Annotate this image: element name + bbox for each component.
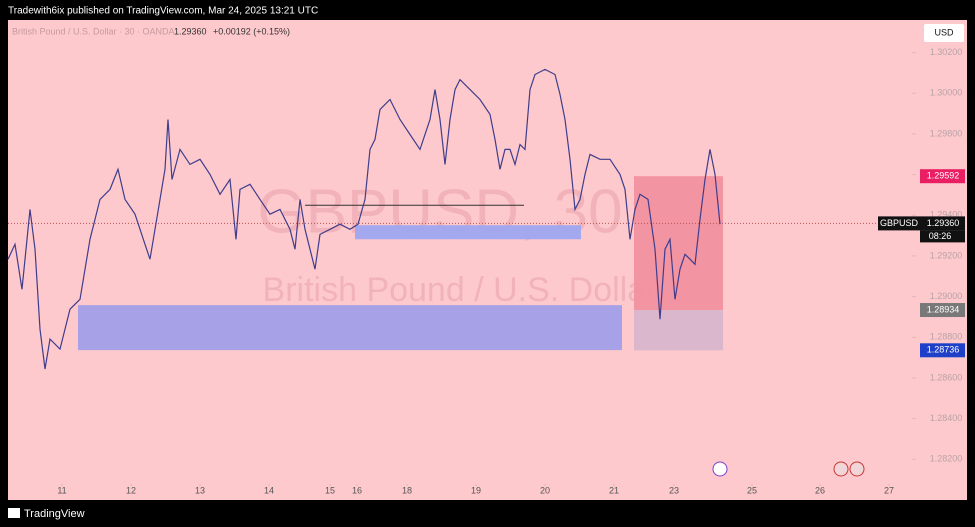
brand-logo — [8, 508, 20, 518]
event-icon[interactable] — [833, 461, 849, 477]
y-tick-label: 1.29200 — [930, 250, 963, 260]
x-tick-label: 23 — [669, 485, 679, 495]
y-tick-label: 1.29800 — [930, 128, 963, 138]
y-tick-label: 1.28800 — [930, 332, 963, 342]
price-label-box — [920, 169, 965, 184]
x-tick-label: 16 — [352, 485, 362, 495]
y-tick-label: 1.29400 — [930, 210, 963, 220]
event-icons — [712, 461, 865, 477]
price-label: 1.29592 — [927, 171, 960, 181]
x-tick-label: 25 — [747, 485, 757, 495]
legend-change: +0.00192 (+0.15%) — [213, 26, 290, 36]
y-tick-label: 1.30000 — [930, 88, 963, 98]
zone — [355, 225, 581, 240]
price-label-box — [920, 216, 965, 231]
event-icon[interactable] — [849, 461, 865, 477]
y-tick-label: 1.28200 — [930, 454, 963, 464]
price-label: 1.28736 — [927, 345, 960, 355]
x-tick-label: 27 — [884, 485, 894, 495]
price-label-box — [920, 303, 965, 318]
symbol-box — [878, 216, 920, 231]
footer-brand: TradingView — [24, 508, 85, 520]
zone — [634, 176, 723, 311]
legend-price: 1.29360 — [174, 26, 207, 36]
x-tick-label: 13 — [195, 485, 205, 495]
currency[interactable]: USD — [934, 27, 954, 37]
y-tick-label: 1.29000 — [930, 291, 963, 301]
x-tick-label: 26 — [815, 485, 825, 495]
price-label-box — [920, 343, 965, 358]
x-tick-label: 18 — [402, 485, 412, 495]
x-tick-label: 21 — [609, 485, 619, 495]
zone — [78, 305, 622, 351]
x-tick-label: 12 — [126, 485, 136, 495]
countdown-box — [920, 230, 965, 243]
x-tick-label: 11 — [57, 485, 66, 495]
x-tick-label: 14 — [264, 485, 274, 495]
price-label: 1.28934 — [927, 304, 960, 314]
chart-background — [8, 20, 967, 500]
y-tick-label: 1.28400 — [930, 413, 963, 423]
x-tick-label: 20 — [540, 485, 550, 495]
y-tick-label: 1.28600 — [930, 372, 963, 382]
watermark-subtitle: British Pound / U.S. Dollar — [263, 271, 658, 309]
y-tick-label: 1.30200 — [930, 47, 963, 57]
event-icon[interactable] — [712, 461, 728, 477]
plot: 1.28200 1.28400 1.28600 1.28800 1.29000 1.292… — [7, 47, 965, 495]
price-line — [7, 68, 721, 370]
currency-button[interactable] — [924, 24, 964, 42]
zone — [634, 310, 723, 351]
symbol-legend: British Pound / U.S. Dollar · 30 · OANDA — [12, 26, 175, 36]
x-tick-label: 15 — [325, 485, 335, 495]
countdown: 08:26 — [929, 231, 952, 241]
price-label: 1.29360 — [927, 218, 960, 228]
symbol-label: GBPUSD — [880, 218, 919, 228]
header-title: Tradewith6ix published on TradingView.co… — [8, 6, 318, 17]
x-tick-label: 19 — [471, 485, 481, 495]
